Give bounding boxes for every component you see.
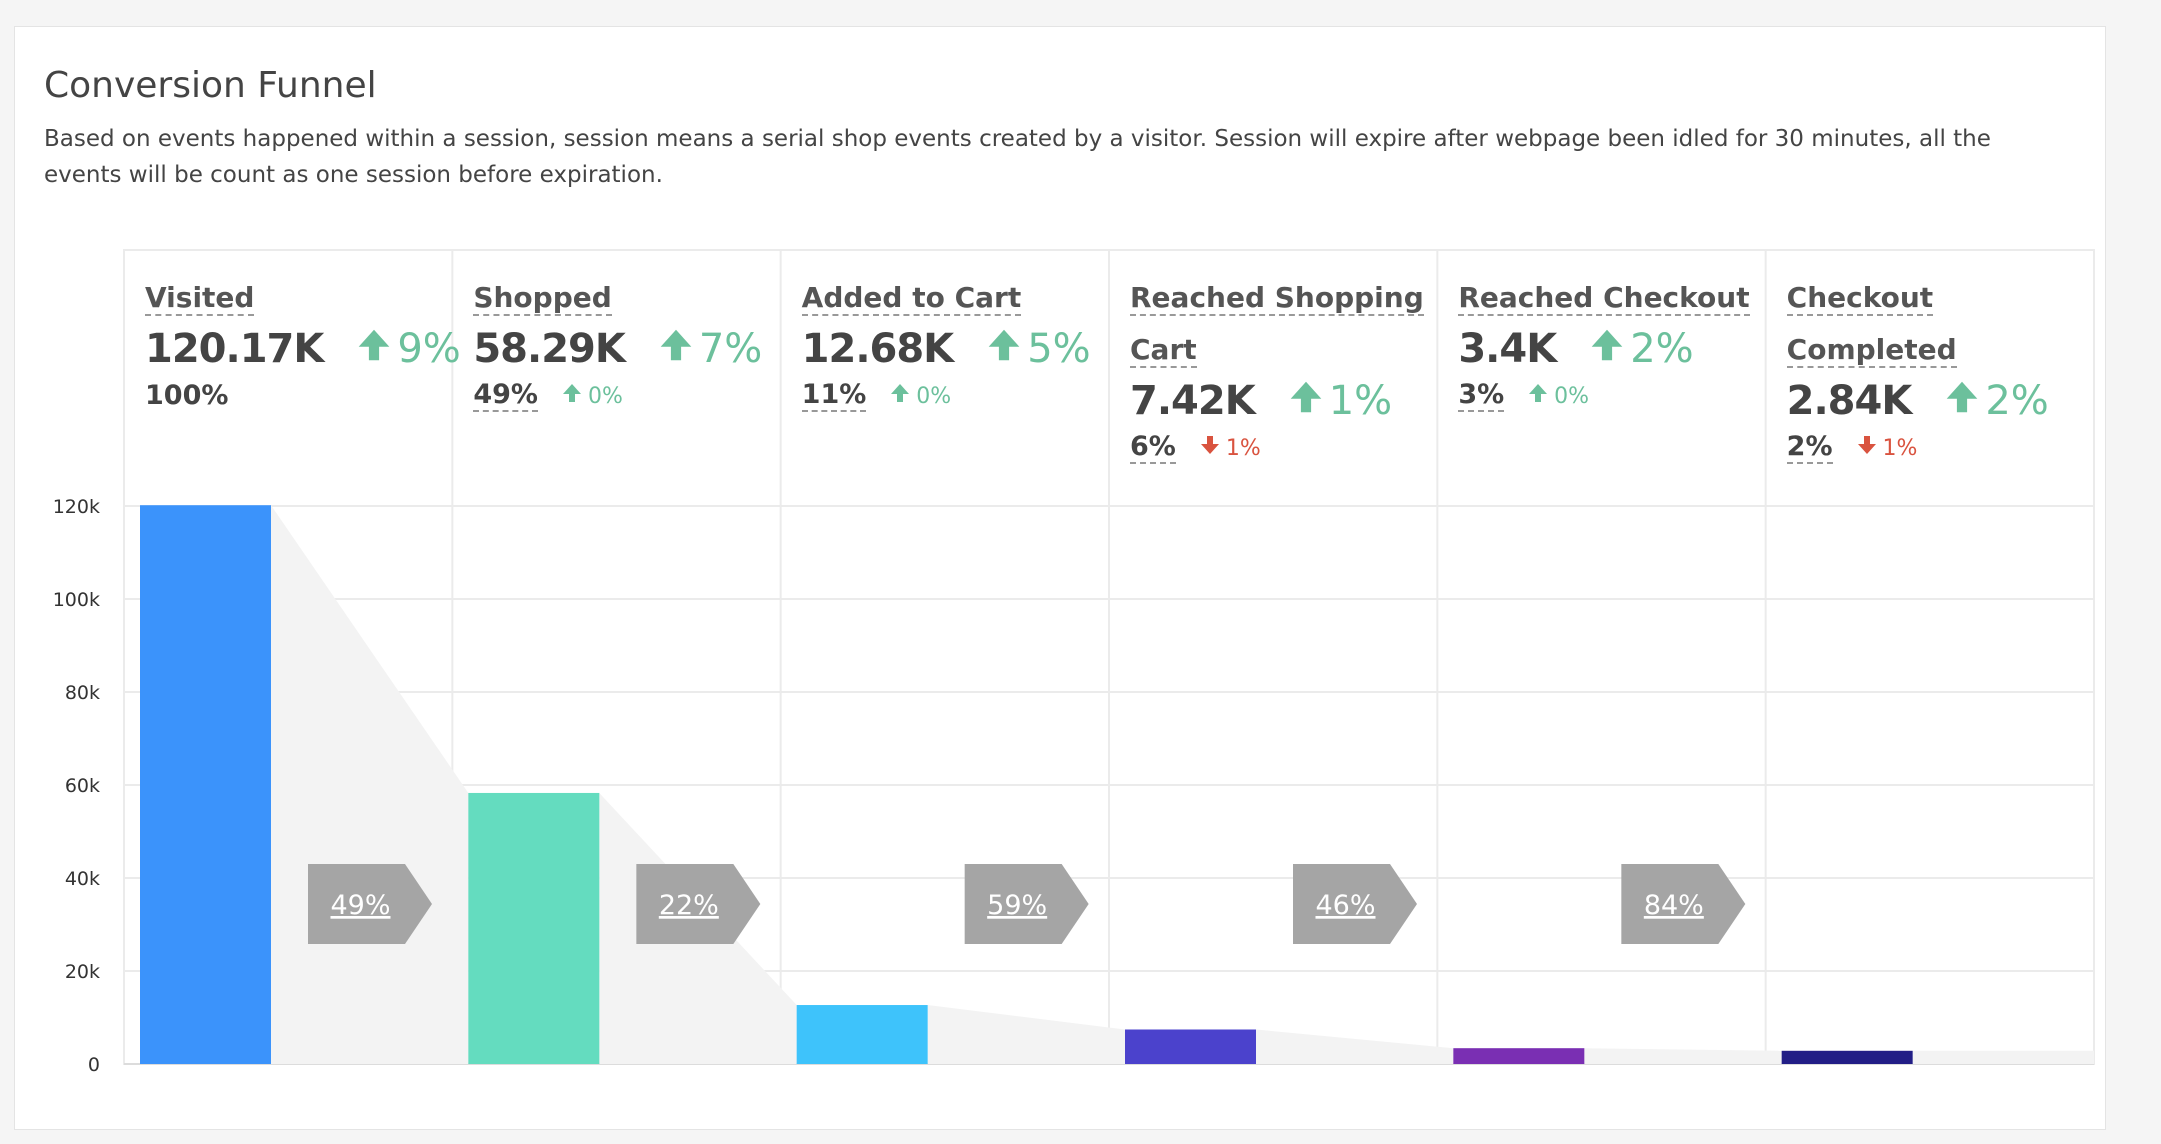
bar-visited xyxy=(140,505,271,1065)
stage-value: 12.68K xyxy=(801,326,955,372)
conversion-rate-label: 22% xyxy=(659,890,719,921)
stage-label[interactable]: Checkout Completed xyxy=(1786,281,1957,368)
stage-value: 3.4K xyxy=(1458,326,1557,372)
stage-header: Visited 120.17K 9% 100% xyxy=(145,274,461,416)
funnel-connector xyxy=(1256,1029,1454,1064)
conversion-rate-label: 84% xyxy=(1644,890,1704,921)
percent-change: 0% xyxy=(1528,383,1589,409)
conversion-arrow xyxy=(308,864,432,944)
stage-label[interactable]: Visited xyxy=(145,281,255,316)
value-change: 2% xyxy=(1590,326,1694,372)
value-change: 7% xyxy=(659,326,762,372)
percent-change-value: 1% xyxy=(1882,435,1918,461)
arrow-down-icon xyxy=(1200,435,1220,461)
stage-value: 58.29K xyxy=(473,326,626,372)
stage-value: 2.84K xyxy=(1786,378,1913,424)
card-title: Conversion Funnel xyxy=(44,65,377,106)
y-tick-label: 0 xyxy=(88,1054,100,1076)
stage-percent[interactable]: 2% xyxy=(1786,431,1833,464)
funnel-connector xyxy=(1912,1050,2094,1064)
arrow-up-icon xyxy=(1590,326,1624,372)
value-change: 9% xyxy=(357,326,461,372)
percent-change-value: 0% xyxy=(587,383,623,409)
stage-label[interactable]: Reached Checkout xyxy=(1458,281,1750,316)
arrow-up-icon xyxy=(357,326,391,372)
stage-label[interactable]: Shopped xyxy=(473,281,612,316)
arrow-up-icon xyxy=(1945,378,1979,424)
value-change-amount: 2% xyxy=(1985,378,2049,424)
funnel-connector xyxy=(1584,1048,1782,1064)
stage-header: Added to Cart 12.68K 5% 11% 0% xyxy=(801,274,1102,416)
stage-header: Reached Shopping Cart 7.42K 1% 6% 1% xyxy=(1130,274,1430,468)
arrow-down-icon xyxy=(1857,435,1877,461)
card-description: Based on events happened within a sessio… xyxy=(44,126,1991,188)
bar-shopped xyxy=(468,792,600,1064)
value-change-amount: 5% xyxy=(1027,326,1091,372)
stage-percent[interactable]: 6% xyxy=(1130,431,1176,464)
arrow-up-icon xyxy=(1528,383,1548,409)
y-tick-label: 40k xyxy=(65,868,100,890)
value-change: 1% xyxy=(1289,378,1392,424)
stage-percent[interactable]: 100% xyxy=(145,380,229,411)
arrow-up-icon xyxy=(1289,378,1323,424)
value-change-amount: 2% xyxy=(1630,326,1694,372)
value-change-amount: 1% xyxy=(1328,378,1393,424)
y-tick-label: 100k xyxy=(53,589,100,611)
funnel-connector xyxy=(271,505,469,1065)
arrow-up-icon xyxy=(890,383,910,409)
percent-change-value: 1% xyxy=(1225,435,1261,461)
stage-percent[interactable]: 3% xyxy=(1458,379,1505,412)
stage-percent[interactable]: 49% xyxy=(473,379,538,412)
value-change-amount: 7% xyxy=(698,326,763,372)
y-tick-label: 60k xyxy=(65,775,100,797)
bar-checkout-completed xyxy=(1781,1050,1913,1064)
stage-header: Reached Checkout 3.4K 2% 3% 0% xyxy=(1458,274,1758,416)
stage-label[interactable]: Reached Shopping Cart xyxy=(1130,281,1424,368)
conversion-arrow xyxy=(636,864,761,944)
percent-change-value: 0% xyxy=(1554,383,1590,409)
percent-change: 0% xyxy=(890,383,951,409)
conversion-arrow xyxy=(1621,864,1746,944)
percent-change: 0% xyxy=(562,383,623,409)
percent-change: 1% xyxy=(1200,435,1261,461)
value-change: 5% xyxy=(987,326,1091,372)
conversion-rate-label: 49% xyxy=(330,890,390,921)
stage-header: Shopped 58.29K 7% 49% 0% xyxy=(473,274,773,416)
bar-reached-shopping-cart xyxy=(1125,1029,1256,1064)
conversion-arrow xyxy=(1293,864,1417,944)
arrow-up-icon xyxy=(562,383,582,409)
y-tick-label: 80k xyxy=(65,682,100,704)
stage-label[interactable]: Added to Cart xyxy=(801,281,1022,316)
y-tick-label: 120k xyxy=(53,496,100,518)
conversion-rate-label: 59% xyxy=(987,890,1047,921)
stage-value: 120.17K xyxy=(145,326,324,372)
percent-change-value: 0% xyxy=(916,383,952,409)
conversion-rate-label: 46% xyxy=(1315,890,1375,921)
stage-percent[interactable]: 11% xyxy=(801,379,867,412)
value-change-amount: 9% xyxy=(397,326,461,372)
y-tick-label: 20k xyxy=(65,961,100,983)
percent-change: 1% xyxy=(1857,435,1918,461)
bar-reached-checkout xyxy=(1453,1048,1585,1064)
value-change: 2% xyxy=(1945,378,2049,424)
arrow-up-icon xyxy=(987,326,1021,372)
stage-header: Checkout Completed 2.84K 2% 2% 1% xyxy=(1786,274,2087,468)
bar-added-to-cart xyxy=(796,1005,928,1064)
funnel-connector xyxy=(927,1005,1125,1064)
stage-value: 7.42K xyxy=(1130,378,1256,424)
arrow-up-icon xyxy=(659,326,693,372)
conversion-arrow xyxy=(964,864,1089,944)
